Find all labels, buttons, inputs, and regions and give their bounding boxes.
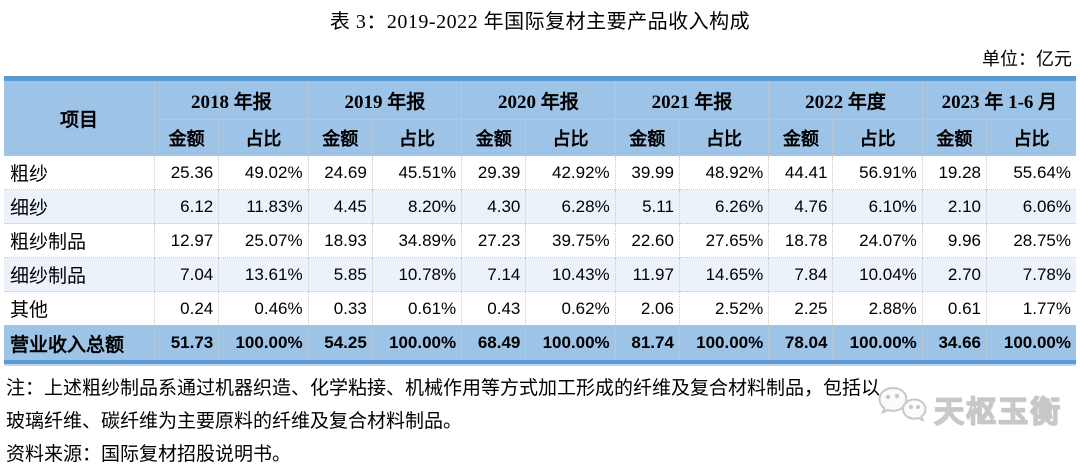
col-header-2022: 2022 年度 — [768, 78, 923, 120]
col-header-2018: 2018 年报 — [154, 78, 309, 120]
note-line-2: 玻璃纤维、碳纤维为主要原料的纤维及复合材料制品。 — [6, 411, 463, 432]
unit-label: 单位：亿元 — [982, 49, 1072, 69]
sub-header-ratio: 占比 — [218, 119, 309, 156]
sub-header-amount: 金额 — [922, 119, 988, 156]
revenue-table: 项目 2018 年报 2019 年报 2020 年报 2021 年报 2022 … — [4, 76, 1076, 364]
row-label: 细纱制品 — [4, 257, 156, 292]
row-label: 其他 — [4, 291, 156, 326]
table-row-total: 营业收入总额 51.73 100.00% 54.25 100.00% 68.49… — [4, 325, 1076, 362]
col-header-2019: 2019 年报 — [308, 78, 463, 120]
col-header-2023: 2023 年 1-6 月 — [922, 78, 1076, 120]
sub-header-amount: 金额 — [461, 119, 527, 156]
sub-header-ratio: 占比 — [525, 119, 616, 156]
sub-header-amount: 金额 — [308, 119, 373, 156]
sub-header-ratio: 占比 — [986, 119, 1076, 156]
table-row: 粗纱 25.36 49.02% 24.69 45.51% 29.39 42.92… — [4, 155, 1076, 190]
table-row: 粗纱制品 12.97 25.07% 18.93 34.89% 27.23 39.… — [4, 223, 1076, 258]
note-line-1: 注：上述粗纱制品系通过机器织造、化学粘接、机械作用等方式加工形成的纤维及复合材料… — [6, 378, 881, 399]
table-title: 表 3：2019-2022 年国际复材主要产品收入构成 — [329, 11, 751, 33]
source-line: 资料来源：国际复材招股说明书。 — [6, 444, 292, 465]
sub-header-amount: 金额 — [154, 119, 220, 156]
table-row: 其他 0.24 0.46% 0.33 0.61% 0.43 0.62% 2.06… — [4, 291, 1076, 326]
col-header-2021: 2021 年报 — [615, 78, 770, 120]
table-notes: 注：上述粗纱制品系通过机器织造、化学粘接、机械作用等方式加工形成的纤维及复合材料… — [0, 364, 1080, 471]
sub-header-ratio: 占比 — [372, 119, 463, 156]
row-label: 营业收入总额 — [4, 325, 156, 362]
sub-header-ratio: 占比 — [679, 119, 770, 156]
table-row: 细纱制品 7.04 13.61% 5.85 10.78% 7.14 10.43%… — [4, 257, 1076, 292]
table-row: 细纱 6.12 11.83% 4.45 8.20% 4.30 6.28% 5.1… — [4, 189, 1076, 224]
col-header-item: 项目 — [4, 78, 156, 156]
row-label: 粗纱制品 — [4, 223, 156, 258]
sub-header-amount: 金额 — [615, 119, 680, 156]
table-header: 项目 2018 年报 2019 年报 2020 年报 2021 年报 2022 … — [4, 78, 1076, 156]
row-label: 粗纱 — [4, 155, 156, 190]
row-label: 细纱 — [4, 189, 156, 224]
sub-header-ratio: 占比 — [832, 119, 923, 156]
sub-header-amount: 金额 — [768, 119, 834, 156]
col-header-2020: 2020 年报 — [461, 78, 616, 120]
